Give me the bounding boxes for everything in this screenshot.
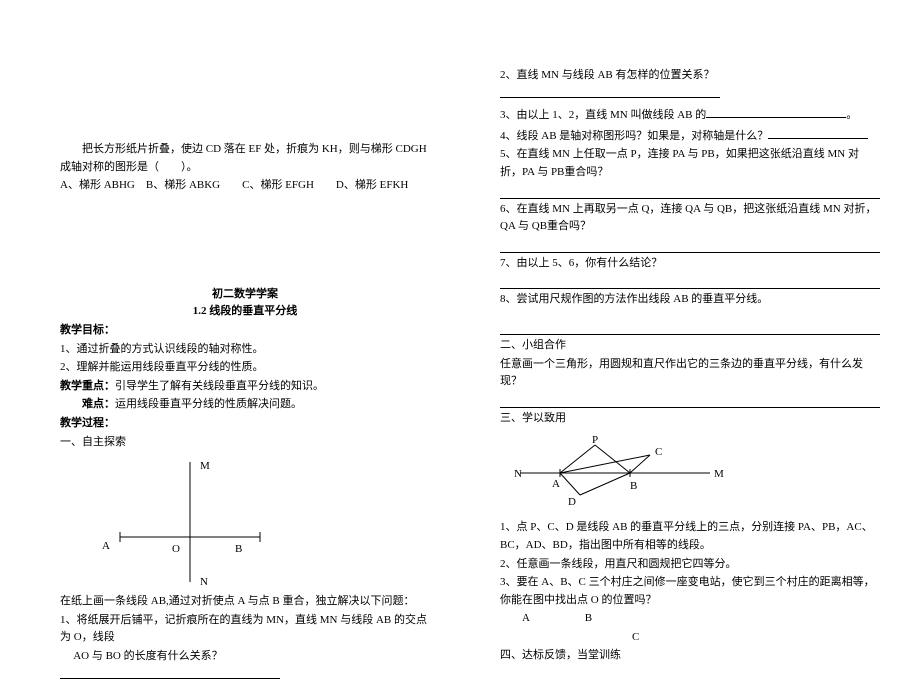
right-column: 2、直线 MN 与线段 AB 有怎样的位置关系？ 3、由以上 1、2，直线 MN… [460, 0, 920, 650]
after-figure-text: 在纸上画一条线段 AB,通过对折使点 A 与点 B 重合，独立解决以下问题： [60, 593, 430, 611]
q5: 5、在直线 MN 上任取一点 P，连接 PA 与 PB，如果把这张纸沿直线 MN… [500, 146, 880, 181]
q8: 8、尝试用尺规作图的方法作出线段 AB 的垂直平分线。 [500, 291, 880, 309]
q6: 6、在直线 MN 上再取另一点 Q，连接 QA 与 QB，把这张纸沿直线 MN … [500, 201, 880, 236]
focus-text: 引导学生了解有关线段垂直平分线的知识。 [115, 380, 324, 392]
figure-pcabdnm: P C A B D N M [510, 433, 880, 513]
svg-text:B: B [630, 480, 637, 492]
svg-text:C: C [655, 446, 662, 458]
svg-text:A: A [552, 478, 560, 490]
focus-label: 教学重点： [60, 380, 115, 392]
goal-label: 教学目标： [60, 324, 115, 336]
r1: 1、点 P、C、D 是线段 AB 的垂直平分线上的三点，分别连接 PA、PB，A… [500, 519, 880, 554]
diff-text: 运用线段垂直平分线的性质解决问题。 [115, 398, 302, 410]
figure-mn-ab: M N A B O [90, 457, 430, 587]
diff-label: 难点： [82, 398, 115, 410]
goal-2: 2、理解并能运用线段垂直平分线的性质。 [60, 359, 430, 377]
q1-line2: AO 与 BO 的长度有什么关系？ [60, 648, 430, 685]
q3: 3、由以上 1、2，直线 MN 叫做线段 AB 的。 [500, 105, 880, 125]
q6-blank[interactable] [500, 238, 880, 253]
lbl-B: B [235, 543, 242, 555]
q7: 7、由以上 5、6，你有什么结论？ [500, 255, 880, 273]
r2: 2、任意画一条线段，用直尺和圆规把它四等分。 [500, 556, 880, 574]
q5-blank[interactable] [500, 184, 880, 199]
q4-blank[interactable] [768, 126, 868, 139]
section-2-text: 任意画一个三角形，用圆规和直尺作出它的三条边的垂直平分线，有什么发现？ [500, 356, 880, 391]
q8-blank[interactable] [500, 320, 880, 335]
svg-text:N: N [514, 468, 522, 480]
q2: 2、直线 MN 与线段 AB 有怎样的位置关系？ [500, 67, 880, 104]
left-column: 把长方形纸片折叠，使边 CD 落在 EF 处，折痕为 KH，则与梯形 CDGH … [0, 0, 460, 650]
q1-blank[interactable] [60, 666, 280, 679]
lbl-A: A [102, 540, 110, 552]
section-2: 二、小组合作 [500, 337, 880, 355]
q4: 4、线段 AB 是轴对称图形吗？如果是，对称轴是什么？ [500, 126, 880, 146]
svg-text:D: D [568, 496, 576, 508]
svg-text:M: M [714, 468, 724, 480]
svg-text:P: P [592, 434, 598, 446]
step-1: 一、自主探索 [60, 434, 430, 452]
q2-blank[interactable] [500, 85, 720, 98]
q7-blank[interactable] [500, 274, 880, 289]
title-sub: 1.2 线段的垂直平分线 [60, 303, 430, 321]
r3: 3、要在 A、B、C 三个村庄之间修一座变电站，使它到三个村庄的距离相等， 你能… [500, 574, 880, 609]
abc-row: A B [500, 610, 880, 628]
section-3: 三、学以致用 [500, 410, 880, 428]
lbl-O: O [172, 543, 180, 555]
fold-question: 把长方形纸片折叠，使边 CD 落在 EF 处，折痕为 KH，则与梯形 CDGH … [60, 141, 430, 176]
proc-label: 教学过程： [60, 415, 430, 433]
q3-blank[interactable] [706, 105, 846, 118]
fold-options: A、梯形 ABHG B、梯形 ABKG C、梯形 EFGH D、梯形 EFKH [60, 177, 430, 195]
goal-1: 1、通过折叠的方式认识线段的轴对称性。 [60, 341, 430, 359]
sec2-blank[interactable] [500, 393, 880, 408]
q1-line1: 1、将纸展开后铺平，记折痕所在的直线为 MN，直线 MN 与线段 AB 的交点为… [60, 612, 430, 647]
title-main: 初二数学学案 [60, 286, 430, 304]
lbl-M: M [200, 460, 210, 472]
section-4: 四、达标反馈，当堂训练 [500, 647, 880, 665]
lbl-N: N [200, 576, 208, 587]
c-row: C [500, 629, 880, 647]
